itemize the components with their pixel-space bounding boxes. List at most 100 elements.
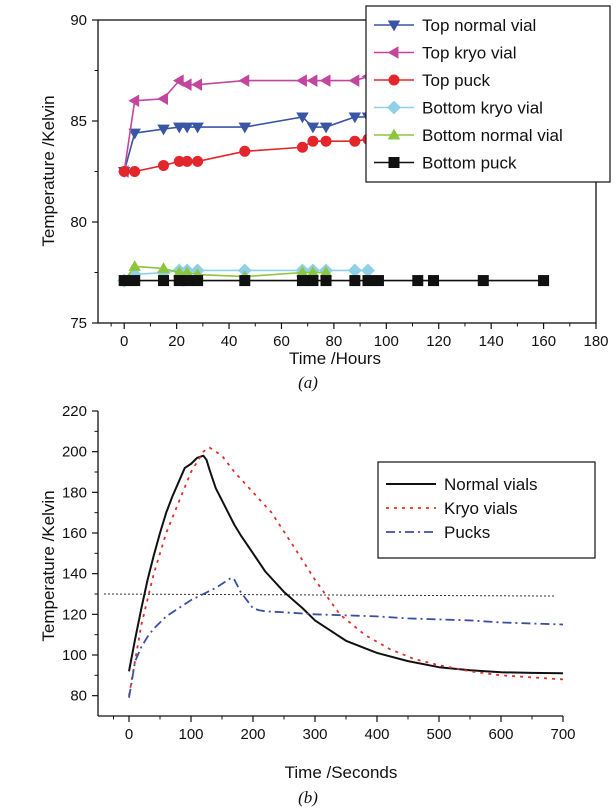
chart-b-ytick-label: 80: [70, 688, 87, 705]
legend-pucks-label: Pucks: [444, 523, 490, 542]
series-top-kryo-vial-point: [319, 74, 331, 87]
series-bottom-puck-point: [118, 275, 130, 287]
chart-a-ytick-label: 90: [70, 12, 87, 29]
series-bottom-puck-point: [427, 275, 439, 287]
chart-b-xtick-label: 300: [302, 726, 327, 743]
chart-a-ylabel: Temperature /Kelvin: [39, 95, 58, 246]
series-bottom-puck-point: [239, 275, 251, 287]
legend-bottom-normal-vial-label: Bottom normal vial: [422, 126, 563, 145]
series-top-normal-vial-point: [128, 128, 141, 140]
series-bottom-puck: [118, 275, 550, 287]
series-top-puck-point: [181, 155, 193, 167]
legend-top-puck-marker: [388, 74, 400, 86]
chart-a-axes: 0 20 40 60 80 100 120 140 160 180 75 80 85 90: [70, 12, 608, 350]
series-top-puck-point: [239, 145, 251, 157]
legend-top-kryo-vial-label: Top kryo vial: [422, 44, 516, 63]
chart-b-ylabel: Temperature /Kelvin: [39, 490, 58, 641]
legend-bottom-puck-label: Bottom puck: [422, 154, 517, 173]
series-top-normal-vial-point: [180, 122, 194, 134]
series-top-normal-vial-point: [191, 122, 204, 134]
chart-a-xlabel: Time /Hours: [289, 349, 381, 368]
series-bottom-puck-point: [192, 275, 204, 287]
series-bottom-normal-vial-point: [157, 262, 170, 273]
chart-a-xtick-label: 100: [374, 333, 399, 350]
chart-a-xtick-label: 140: [479, 333, 504, 350]
series-top-kryo-vial-point: [348, 74, 360, 87]
chart-a-legend: Top normal vial Top kryo vial Top puck Bott…: [365, 5, 611, 183]
chart-a-xtick-label: 80: [326, 333, 343, 350]
series-bottom-puck-point: [320, 275, 332, 287]
series-pucks-line: [128, 576, 564, 698]
series-kryo-vials-line: [128, 446, 564, 696]
series-top-normal-vial-point: [348, 112, 362, 124]
chart-b-xtick-label: 100: [178, 726, 203, 743]
chart-a-xtick-label: 180: [583, 333, 608, 350]
series-bottom-puck-point: [372, 275, 384, 287]
series-top-normal-vial-point: [296, 112, 309, 124]
series-top-puck-point: [349, 135, 361, 147]
series-bottom-puck-point: [296, 275, 308, 287]
legend-top-puck-label: Top puck: [422, 71, 491, 90]
legend-top-normal-vial-marker: [387, 20, 401, 32]
series-top-kryo-vial-point: [172, 74, 184, 87]
chart-a-xtick-label: 20: [168, 333, 185, 350]
chart-b-ytick-label: 180: [62, 484, 87, 501]
series-top-puck-point: [158, 159, 170, 171]
chart-b-xlabel: Time /Seconds: [285, 763, 398, 782]
chart-a-legend-box: [365, 5, 611, 183]
series-top-normal-vial-point: [319, 122, 333, 134]
caption-a: (a): [298, 373, 318, 392]
chart-a-xtick-label: 0: [120, 333, 128, 350]
legend-top-kryo-vial-marker: [387, 46, 399, 59]
series-bottom-puck-point: [307, 275, 319, 287]
series-top-normal-vial-point: [238, 122, 252, 134]
series-top-puck-point: [118, 166, 130, 178]
series-top-kryo-vial-point: [128, 94, 140, 108]
chart-a-xtick-label: 120: [426, 333, 451, 350]
series-bottom-kryo-vial-point: [347, 263, 362, 278]
reference-line: [103, 593, 556, 597]
series-bottom-puck-point: [412, 275, 424, 287]
chart-a-xtick-label: 160: [531, 333, 556, 350]
chart-b-legend-box: [377, 461, 596, 559]
chart-b-ytick-label: 200: [62, 444, 87, 461]
series-top-kryo-vial-point: [180, 78, 192, 91]
chart-b-ytick-label: 140: [62, 566, 87, 583]
series-top-normal-vial-line: [123, 116, 368, 172]
chart-b-ytick-label: 120: [62, 606, 87, 623]
caption-b: (b): [298, 788, 318, 807]
series-top-puck-point: [192, 155, 204, 167]
chart-b-xtick-label: 700: [550, 726, 575, 743]
legend-bottom-kryo-vial-label: Bottom kryo vial: [422, 99, 543, 118]
chart-b-xtick-label: 200: [240, 726, 265, 743]
chart-b-ytick-label: 160: [62, 525, 87, 542]
series-top-puck-point: [296, 141, 308, 153]
series-top-puck-point: [320, 135, 332, 147]
chart-a-xtick-label: 60: [273, 333, 290, 350]
chart-b: 0 100 200 300 400 500 600 700 80 100 120 140 160 180 2…: [39, 403, 596, 807]
chart-a: 0 20 40 60 80 100 120 140 160 180 75 80 85 90 Tempera…: [39, 5, 611, 392]
series-bottom-puck-point: [129, 275, 141, 287]
series-top-puck-point: [129, 166, 141, 178]
chart-b-ytick-label: 100: [62, 647, 87, 664]
series-top-normal-vial-point: [173, 122, 186, 134]
chart-a-xtick-label: 40: [221, 333, 238, 350]
chart-b-series: [103, 446, 564, 698]
series-bottom-kryo-vial-point: [361, 263, 375, 278]
chart-a-ytick-label: 80: [70, 214, 87, 231]
legend-kryo-vials-label: Kryo vials: [444, 499, 518, 518]
chart-b-legend: Normal vials Kryo vials Pucks: [377, 461, 596, 559]
series-bottom-puck-point: [181, 275, 193, 287]
series-top-puck: [118, 131, 384, 178]
series-top-kryo-vial-point: [296, 74, 307, 87]
series-bottom-puck-point: [362, 275, 374, 287]
series-bottom-normal-vial-line: [123, 265, 327, 282]
series-bottom-puck-point: [538, 275, 550, 287]
chart-b-xtick-label: 400: [364, 726, 389, 743]
legend-normal-vials-label: Normal vials: [444, 475, 538, 494]
series-top-kryo-vial-point: [238, 74, 250, 87]
legend-bottom-normal-vial-marker: [387, 128, 401, 140]
series-top-kryo-vial-point: [306, 74, 318, 87]
series-normal-vials-line: [128, 454, 564, 675]
